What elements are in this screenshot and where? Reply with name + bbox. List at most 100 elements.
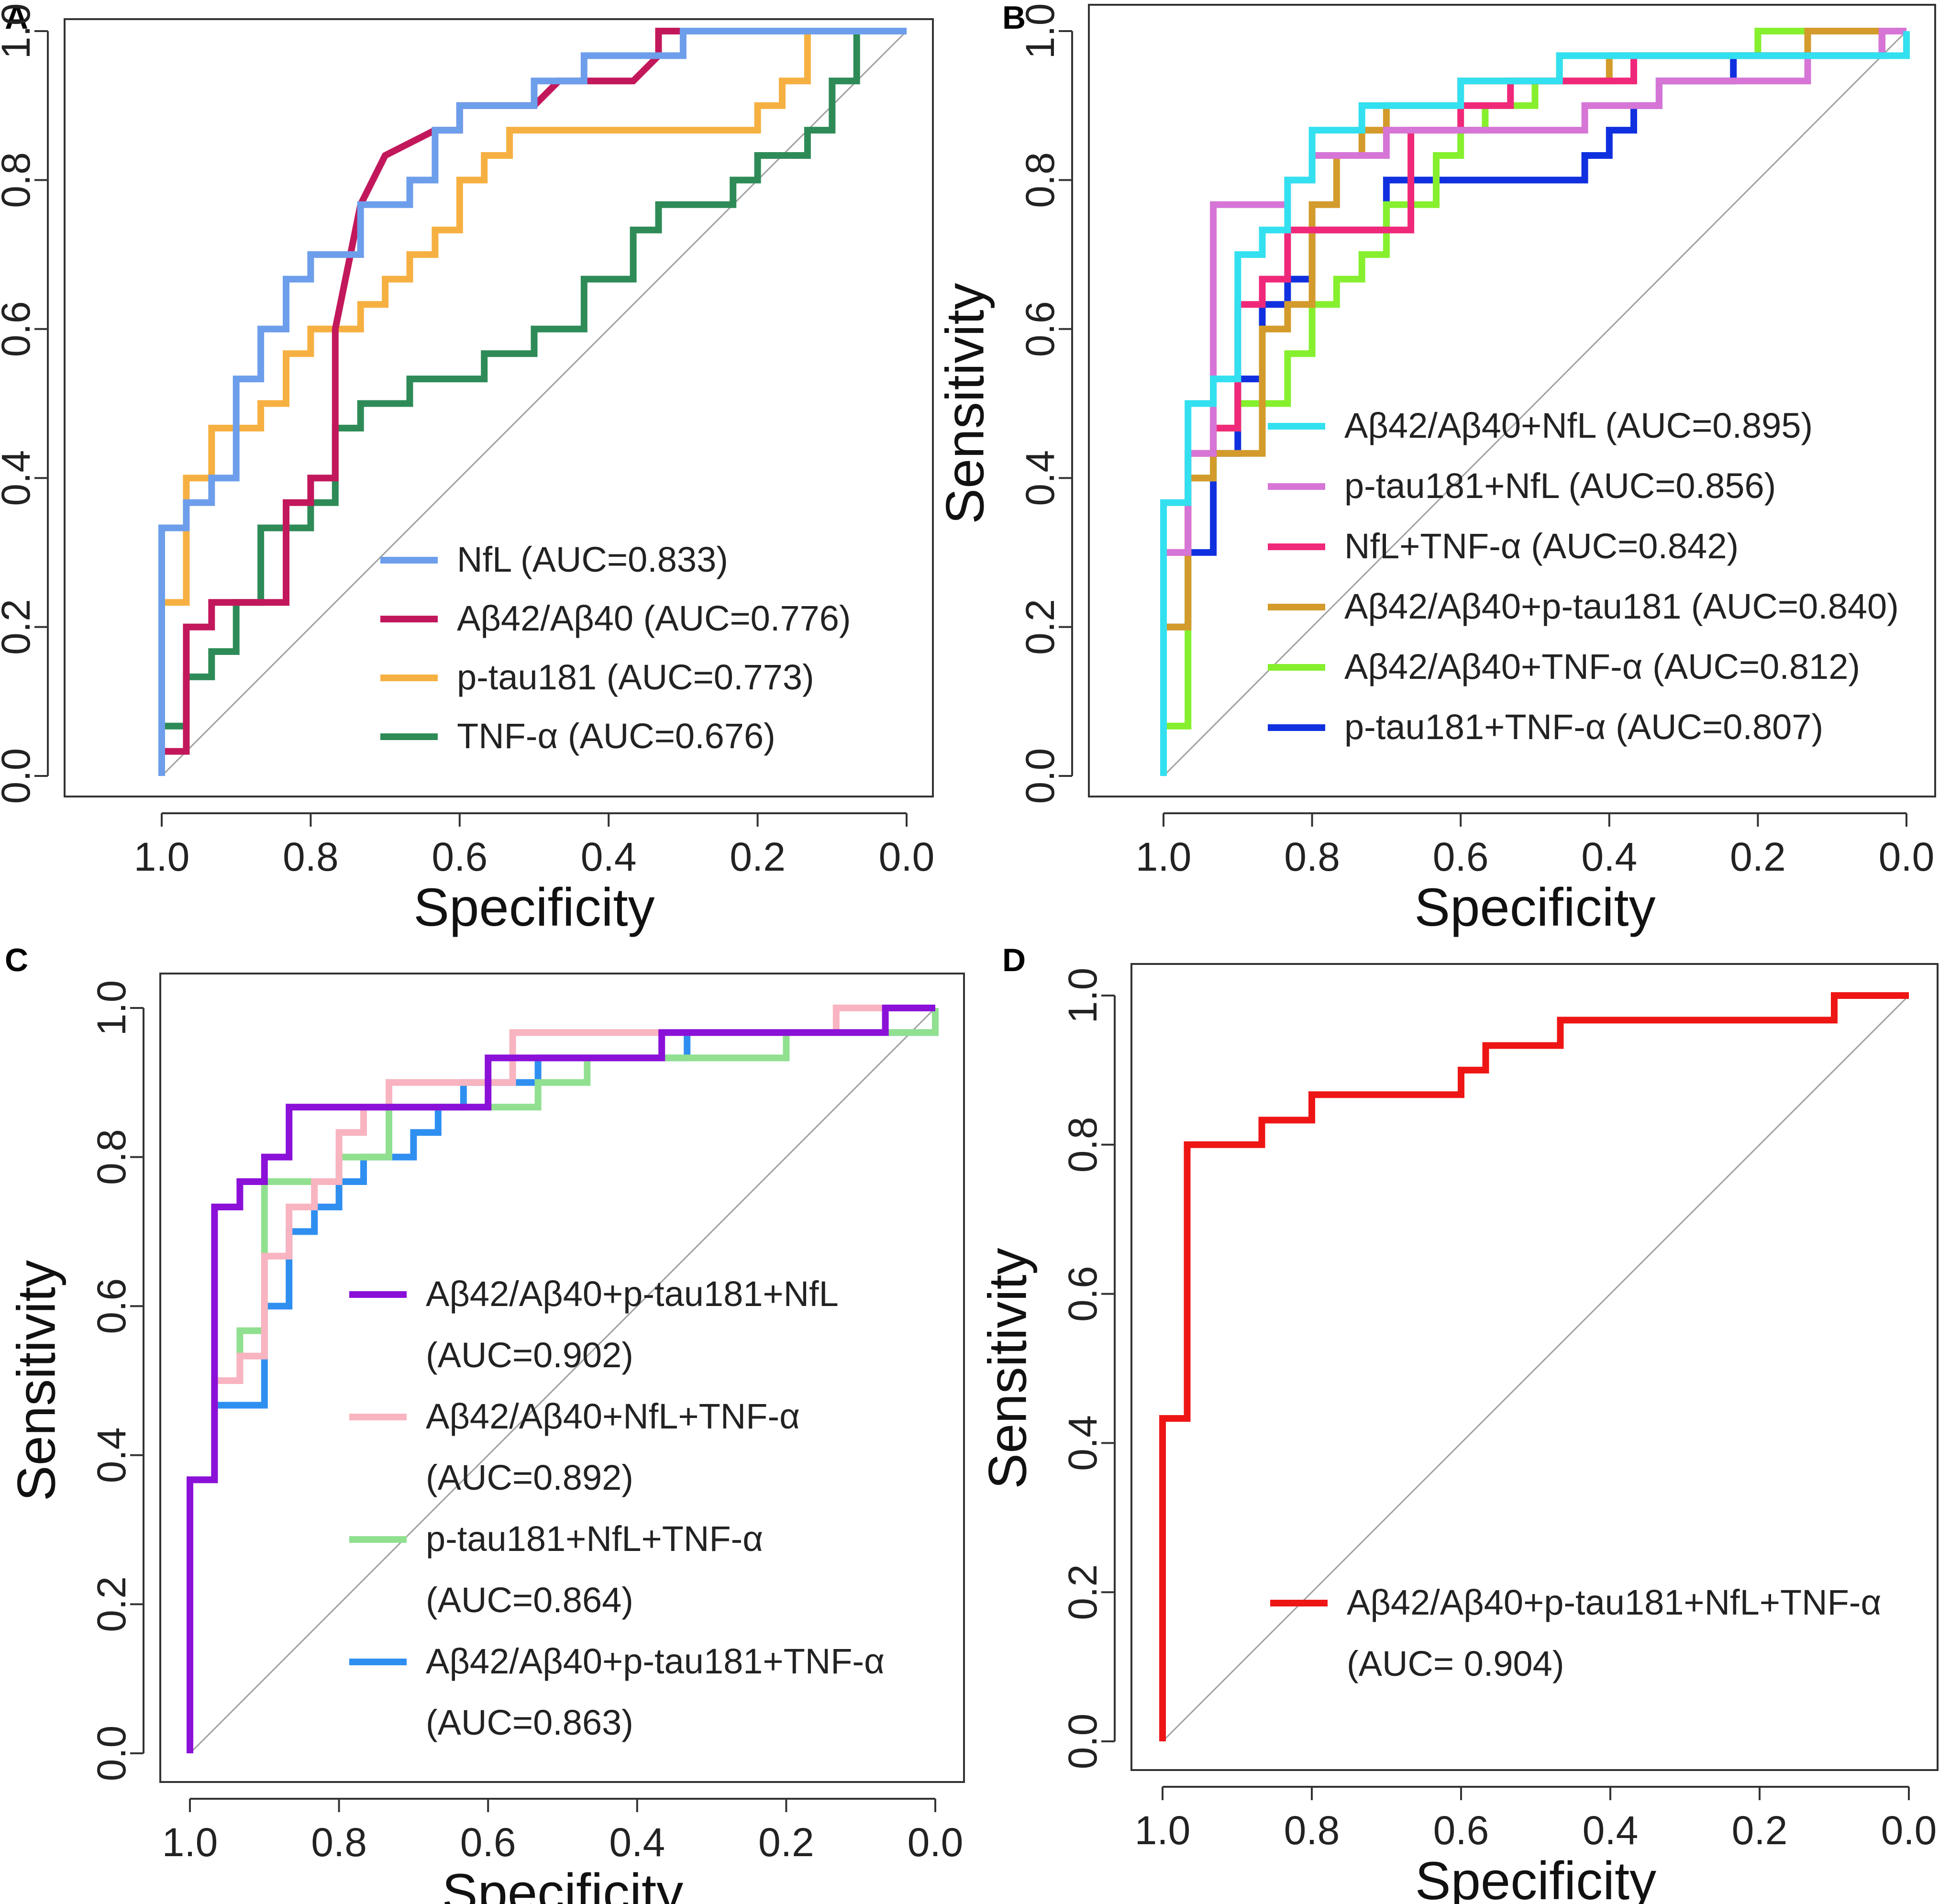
panel-label-b: B [1002,0,1026,36]
x-tick-label: 1.0 [1135,1808,1191,1853]
legend-label: (AUC=0.863) [426,1703,633,1742]
x-tick-label: 0.2 [758,1820,814,1865]
y-tick-label: 1.0 [1060,968,1105,1024]
y-tick-label: 0.6 [89,1278,134,1334]
x-tick-label: 0.0 [1879,834,1935,879]
y-tick-label: 0.6 [1060,1266,1105,1322]
roc-chart-b: B1.0 0.8 0.6 0.4 0.2 0.0Specificity0.00.20.40… [935,0,1936,937]
y-tick-label: 0.0 [89,1726,134,1782]
legend-label: NfL+TNF-α (AUC=0.842) [1344,526,1739,566]
legend-label: Aβ42/Aβ40+NfL (AUC=0.895) [1344,406,1813,445]
roc-chart-a: A1.0 0.8 0.6 0.4 0.2 0.0Specificity0.00.20.40… [0,0,935,937]
y-tick-label: 0.4 [89,1427,134,1483]
roc-panel-b: B 1.0 0.8 0.6 0.4 0.2 0.0 Specificity 0.0 0.2 0.4 0… [935,0,1939,938]
x-axis-title: Specificity [442,1863,683,1904]
legend-label: Aβ42/Aβ40+NfL+TNF-α [426,1396,800,1436]
legend-label: p-tau181+NfL+TNF-α [426,1519,763,1559]
y-tick-label: 0.2 [89,1576,134,1632]
x-tick-label: 0.6 [460,1820,516,1865]
legend-label: Aβ42/Aβ40 (AUC=0.776) [457,598,851,638]
x-tick-label: 0.6 [432,834,488,879]
x-tick-label: 0.0 [1881,1808,1937,1853]
legend-label: TNF-α (AUC=0.676) [457,716,776,756]
y-axis-title: Sensitivity [7,1260,66,1501]
roc-panel-c: C 1.0 0.8 0.6 0.4 0.2 0.0 Specificity 0.0 0.2 0.4 0… [0,942,965,1904]
y-axis-title: Sensitivity [978,1248,1038,1489]
legend-label: Aβ42/Aβ40+p-tau181+TNF-α [426,1641,885,1681]
y-axis-title: Sensitivity [935,283,995,524]
legend-label: Aβ42/Aβ40+p-tau181+NfL [426,1274,839,1314]
y-tick-label: 0.8 [89,1129,134,1185]
roc-curve-a-1 [158,28,907,776]
x-tick-label: 1.0 [1136,834,1192,879]
y-tick-label: 1.0 [0,3,38,59]
y-tick-label: 0.4 [0,450,38,506]
roc-curve-a-4 [158,28,907,776]
x-tick-label: 0.2 [1730,834,1786,879]
roc-curve-b-1 [1160,31,1910,776]
y-tick-label: 0.8 [1018,152,1063,208]
x-axis-title: Specificity [1415,1851,1656,1904]
x-tick-label: 0.6 [1433,1808,1489,1853]
x-axis-title: Specificity [413,877,654,937]
roc-curve-c-4 [187,1008,939,1753]
y-tick-label: 0.0 [1060,1714,1105,1770]
y-tick-label: 1.0 [1018,3,1063,59]
y-tick-label: 0.8 [1060,1117,1105,1173]
legend-label: Aβ42/Aβ40+TNF-α (AUC=0.812) [1344,647,1860,686]
legend-label: p-tau181+NfL (AUC=0.856) [1344,466,1776,506]
reference-diagonal [1163,30,1907,777]
y-tick-label: 0.8 [0,152,38,208]
x-tick-label: 0.6 [1433,834,1489,879]
x-tick-label: 0.8 [1284,834,1340,879]
y-tick-label: 0.4 [1060,1415,1105,1471]
plot-frame [1130,963,1939,1771]
legend-label: p-tau181+TNF-α (AUC=0.807) [1344,707,1823,747]
y-tick-label: 0.6 [0,301,38,357]
panel-label-d: D [1002,942,1026,978]
x-tick-label: 0.2 [1732,1808,1788,1853]
x-tick-label: 0.4 [609,1820,665,1865]
x-tick-label: 1.0 [134,834,190,879]
plot-frame [64,18,934,797]
x-tick-label: 0.8 [1284,1808,1340,1853]
x-tick-label: 0.8 [311,1820,367,1865]
legend-label: p-tau181 (AUC=0.773) [457,657,814,697]
y-tick-label: 0.2 [1018,599,1063,655]
roc-panel-d: D 1.0 0.8 0.6 0.4 0.2 0.0 Specificity 0.0 0.2 0.4 0… [978,942,1939,1904]
roc-curve-c-2 [187,1005,935,1753]
roc-curve-c-1 [187,1005,935,1753]
legend-label: Aβ42/Aβ40+p-tau181 (AUC=0.840) [1344,587,1899,626]
legend-label: (AUC= 0.904) [1347,1644,1564,1683]
legend-label: NfL (AUC=0.833) [457,540,728,579]
roc-panel-a: A 1.0 0.8 0.6 0.4 0.2 0.0 Specificity 0.0 0.2 0.4 0… [0,0,947,938]
panel-label-c: C [5,942,28,978]
x-tick-label: 0.4 [1583,1808,1639,1853]
y-tick-label: 0.2 [0,599,38,655]
y-tick-label: 1.0 [89,980,134,1036]
x-tick-label: 0.2 [730,834,786,879]
panel-label-a: A [5,0,28,36]
x-tick-label: 0.0 [908,1820,964,1865]
x-axis-title: Specificity [1414,877,1655,937]
x-tick-label: 1.0 [162,1820,218,1865]
roc-chart-d: D 1.0 0.8 0.6 0.4 0.2 0.0 Specificity 0.0 0.2 0.4 0… [978,942,1939,1904]
y-tick-label: 0.4 [1018,450,1063,506]
y-tick-label: 0.6 [1018,301,1063,357]
x-tick-label: 0.4 [1581,834,1637,879]
legend-label: (AUC=0.902) [426,1335,633,1375]
x-tick-label: 0.0 [879,834,935,879]
y-tick-label: 0.2 [1060,1564,1105,1620]
roc-chart-c: C 1.0 0.8 0.6 0.4 0.2 0.0 Specificity 0.0 0.2 0.4 0… [5,942,965,1904]
legend-label: (AUC=0.892) [426,1458,633,1497]
y-tick-label: 0.0 [1018,748,1063,804]
x-tick-label: 0.4 [581,834,637,879]
plot-frame [159,973,965,1783]
reference-diagonal [1162,995,1910,1742]
legend-label: (AUC=0.864) [426,1580,633,1620]
y-tick-label: 0.0 [0,748,38,804]
legend-label: Aβ42/Aβ40+p-tau181+NfL+TNF-α [1347,1583,1881,1622]
x-tick-label: 0.8 [283,834,339,879]
plot-frame [1088,4,1936,797]
roc-curve-d-1 [1159,992,1909,1741]
